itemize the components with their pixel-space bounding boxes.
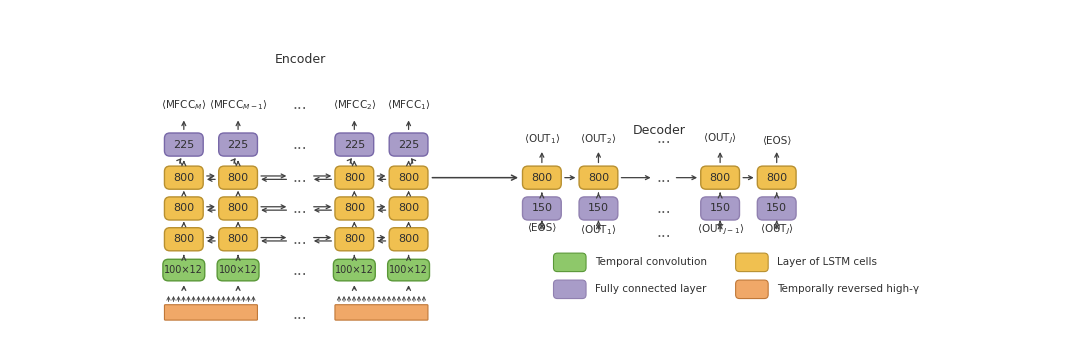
Text: 800: 800	[343, 234, 365, 244]
FancyBboxPatch shape	[523, 197, 562, 220]
Text: ...: ...	[657, 170, 671, 185]
Text: ⟨MFCC$_1$⟩: ⟨MFCC$_1$⟩	[387, 98, 430, 112]
Text: 800: 800	[710, 173, 731, 183]
Text: 100×12: 100×12	[389, 265, 428, 275]
FancyBboxPatch shape	[389, 166, 428, 189]
FancyBboxPatch shape	[735, 280, 768, 298]
Text: 225: 225	[228, 139, 248, 150]
FancyBboxPatch shape	[218, 228, 257, 251]
FancyBboxPatch shape	[579, 197, 618, 220]
FancyBboxPatch shape	[389, 197, 428, 220]
Text: 150: 150	[531, 203, 552, 213]
FancyBboxPatch shape	[701, 166, 740, 189]
FancyBboxPatch shape	[164, 305, 257, 320]
FancyBboxPatch shape	[554, 280, 586, 298]
FancyBboxPatch shape	[554, 253, 586, 272]
FancyBboxPatch shape	[335, 305, 428, 320]
Text: 100×12: 100×12	[218, 265, 257, 275]
Text: ⟨EOS⟩: ⟨EOS⟩	[527, 223, 556, 233]
Text: 800: 800	[228, 173, 248, 183]
Text: Decoder: Decoder	[633, 124, 686, 137]
FancyBboxPatch shape	[164, 228, 203, 251]
FancyBboxPatch shape	[335, 228, 374, 251]
FancyBboxPatch shape	[523, 166, 562, 189]
Text: ⟨MFCC$_M$⟩: ⟨MFCC$_M$⟩	[161, 98, 206, 112]
Text: 225: 225	[343, 139, 365, 150]
Text: ...: ...	[293, 232, 308, 247]
FancyBboxPatch shape	[757, 197, 796, 220]
FancyBboxPatch shape	[335, 197, 374, 220]
Text: ⟨OUT$_1$⟩: ⟨OUT$_1$⟩	[524, 132, 559, 146]
Text: 800: 800	[343, 203, 365, 213]
FancyBboxPatch shape	[164, 133, 203, 156]
FancyBboxPatch shape	[217, 259, 259, 281]
Text: ⟨MFCC$_2$⟩: ⟨MFCC$_2$⟩	[333, 98, 376, 112]
FancyBboxPatch shape	[579, 166, 618, 189]
Text: Layer of LSTM cells: Layer of LSTM cells	[778, 257, 877, 268]
Text: 800: 800	[173, 173, 194, 183]
FancyBboxPatch shape	[335, 133, 374, 156]
Text: 225: 225	[397, 139, 419, 150]
Text: 100×12: 100×12	[335, 265, 374, 275]
Text: ...: ...	[293, 97, 308, 112]
Text: ...: ...	[293, 201, 308, 216]
Text: 800: 800	[766, 173, 787, 183]
Text: 800: 800	[228, 203, 248, 213]
Text: Temporally reversed high-γ: Temporally reversed high-γ	[778, 284, 919, 294]
Text: ...: ...	[293, 262, 308, 278]
Text: 150: 150	[710, 203, 731, 213]
FancyBboxPatch shape	[218, 197, 257, 220]
Text: ...: ...	[657, 201, 671, 216]
Text: ⟨OUT$_J$⟩: ⟨OUT$_J$⟩	[703, 132, 737, 146]
Text: ...: ...	[657, 131, 671, 146]
FancyBboxPatch shape	[757, 166, 796, 189]
FancyBboxPatch shape	[389, 228, 428, 251]
FancyBboxPatch shape	[164, 166, 203, 189]
Text: 800: 800	[343, 173, 365, 183]
FancyBboxPatch shape	[218, 166, 257, 189]
Text: 800: 800	[173, 234, 194, 244]
Text: ...: ...	[293, 307, 308, 322]
FancyBboxPatch shape	[389, 133, 428, 156]
Text: ⟨MFCC$_{M-1}$⟩: ⟨MFCC$_{M-1}$⟩	[208, 98, 268, 112]
Text: Encoder: Encoder	[274, 53, 326, 66]
Text: ⟨OUT$_2$⟩: ⟨OUT$_2$⟩	[580, 132, 617, 146]
FancyBboxPatch shape	[334, 259, 375, 281]
Text: 100×12: 100×12	[164, 265, 203, 275]
Text: 150: 150	[588, 203, 609, 213]
Text: ⟨EOS⟩: ⟨EOS⟩	[762, 136, 792, 146]
FancyBboxPatch shape	[218, 133, 257, 156]
Text: Temporal convolution: Temporal convolution	[595, 257, 707, 268]
Text: ⟨OUT$_{J-1}$⟩: ⟨OUT$_{J-1}$⟩	[697, 223, 744, 237]
FancyBboxPatch shape	[164, 197, 203, 220]
Text: Fully connected layer: Fully connected layer	[595, 284, 706, 294]
Text: ⟨OUT$_J$⟩: ⟨OUT$_J$⟩	[760, 223, 794, 237]
Text: 800: 800	[173, 203, 194, 213]
FancyBboxPatch shape	[335, 166, 374, 189]
Text: 150: 150	[766, 203, 787, 213]
Text: 800: 800	[531, 173, 553, 183]
Text: ...: ...	[657, 225, 671, 240]
Text: 800: 800	[228, 234, 248, 244]
FancyBboxPatch shape	[735, 253, 768, 272]
Text: ...: ...	[293, 170, 308, 185]
Text: 800: 800	[399, 173, 419, 183]
FancyBboxPatch shape	[388, 259, 430, 281]
Text: ⟨OUT$_1$⟩: ⟨OUT$_1$⟩	[580, 223, 617, 237]
Text: 800: 800	[588, 173, 609, 183]
FancyBboxPatch shape	[701, 197, 740, 220]
Text: 800: 800	[399, 203, 419, 213]
FancyBboxPatch shape	[163, 259, 205, 281]
Text: 225: 225	[173, 139, 194, 150]
Text: 800: 800	[399, 234, 419, 244]
Text: ...: ...	[293, 137, 308, 152]
